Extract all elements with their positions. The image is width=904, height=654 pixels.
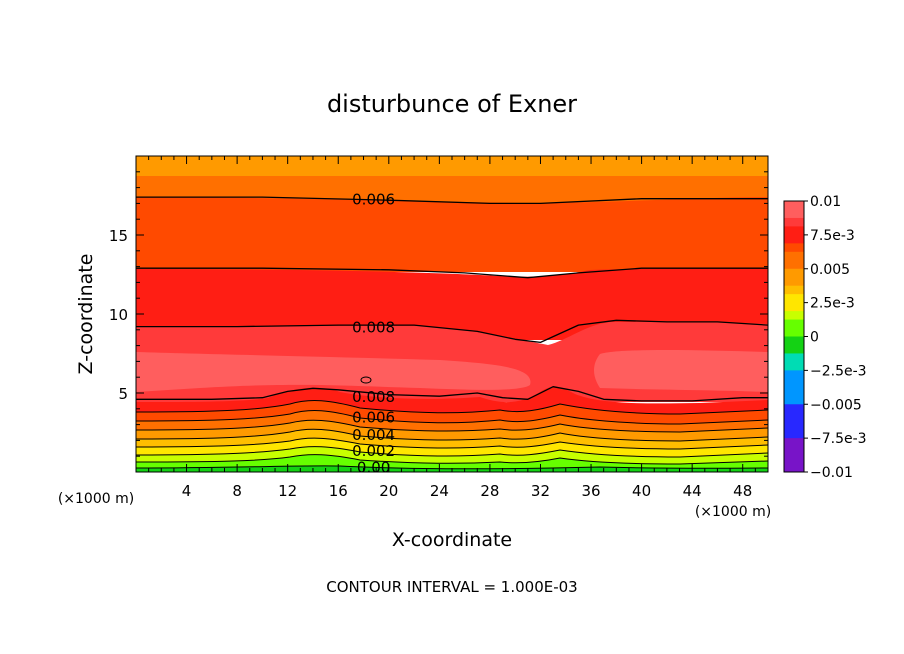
- contour-line-0: [136, 196, 768, 205]
- colorbar-swatch: [784, 421, 804, 431]
- x-tick-label: 28: [480, 482, 499, 500]
- contour-label: 0.004: [352, 426, 395, 444]
- band-0006: [136, 197, 768, 272]
- contour-label: 0.006: [352, 191, 395, 209]
- x-axis: 4 8 12 16 20 24 28 32 36 40 44 48: [148, 156, 756, 500]
- contour-label: 0.008: [352, 319, 395, 337]
- x-tick-label: 20: [379, 482, 398, 500]
- colorbar-tick-label: 0.005: [810, 262, 850, 278]
- contour-label: 0.002: [352, 442, 395, 460]
- small-closed-contour: [360, 376, 372, 384]
- x-tick-label: 44: [683, 482, 702, 500]
- x-tick-label: 4: [182, 482, 192, 500]
- colorbar-swatch: [784, 217, 804, 227]
- x-tick-label: 48: [733, 482, 752, 500]
- colorbar-swatch: [784, 311, 804, 321]
- x-tick-label: 36: [581, 482, 600, 500]
- y-tick-label: 5: [118, 385, 128, 403]
- band-top: [136, 156, 768, 176]
- contour-label: 0.008: [352, 388, 395, 406]
- colorbar-swatch: [784, 336, 804, 346]
- x-tick-label: 40: [632, 482, 651, 500]
- colorbar-swatch: [784, 294, 804, 304]
- y-tick-label: 15: [109, 227, 128, 245]
- x-tick-label: 12: [278, 482, 297, 500]
- colorbar-swatch: [784, 209, 804, 219]
- minor-isolines: [136, 376, 768, 470]
- contour-interval-note: CONTOUR INTERVAL = 1.000E-03: [326, 578, 577, 596]
- colorbar-swatch: [784, 378, 804, 388]
- colorbar-tick-label: −0.01: [810, 465, 853, 481]
- colorbar-tick-label: 0: [810, 330, 819, 346]
- colorbar-swatch: [784, 226, 804, 236]
- colorbar-swatch: [784, 455, 804, 465]
- colorbar-tick-label: −7.5e-3: [810, 431, 867, 447]
- colorbar-tick-label: 2.5e-3: [810, 296, 855, 312]
- colorbar-swatch: [784, 446, 804, 456]
- contour-label: 0.00: [357, 458, 390, 476]
- y-axis-label: Z-coordinate: [75, 254, 97, 375]
- colorbar-swatch: [784, 429, 804, 439]
- colorbar-swatch: [784, 395, 804, 405]
- contour-line-3: [136, 386, 768, 402]
- colorbar-swatch: [784, 268, 804, 278]
- contour-lines: [136, 196, 768, 402]
- colorbar-swatch: [784, 260, 804, 270]
- colorbar-swatch: [784, 438, 804, 448]
- colorbar-tick-label: 0.01: [810, 194, 841, 210]
- x-unit-label-right: (×1000 m): [695, 504, 771, 520]
- colorbar: 0.01 7.5e-3 0.005 2.5e-3 0 −2.5e-3 −0.005 −7.5e…: [783, 194, 867, 481]
- colorbar-swatch: [784, 243, 804, 253]
- colorbar-swatch: [784, 328, 804, 337]
- y-tick-label: 10: [109, 306, 128, 324]
- colorbar-swatch: [784, 277, 804, 287]
- colorbar-swatch: [784, 353, 804, 363]
- contour-label: 0.006: [352, 409, 395, 427]
- colorbar-swatch: [784, 361, 804, 371]
- x-unit-label-left: (×1000 m): [58, 491, 134, 507]
- x-tick-label: 32: [531, 482, 550, 500]
- contour-line-1: [136, 267, 768, 279]
- x-tick-label: 24: [430, 482, 449, 500]
- pocket-left: [136, 352, 531, 392]
- colorbar-swatch: [784, 234, 804, 244]
- colorbar-swatch: [784, 387, 804, 397]
- colorbar-swatch: [784, 285, 804, 295]
- colorbar-swatch: [784, 302, 804, 312]
- x-tick-label: 8: [232, 482, 242, 500]
- pocket-right: [594, 350, 768, 392]
- colorbar-tick-label: −0.005: [810, 397, 862, 413]
- colorbar-tick-label: −2.5e-3: [810, 363, 867, 379]
- colorbar-swatch: [784, 370, 804, 380]
- x-axis-label: X-coordinate: [392, 529, 512, 551]
- colorbar-swatch: [784, 251, 804, 261]
- colorbar-tick-label: 7.5e-3: [810, 228, 855, 244]
- colorbar-swatch: [784, 404, 804, 414]
- y-axis: 5 10 15: [109, 171, 768, 457]
- chart-title: disturbunce of Exner: [327, 90, 577, 118]
- x-tick-label: 16: [329, 482, 348, 500]
- colorbar-swatch: [784, 344, 804, 354]
- colorbar-swatch: [784, 201, 804, 210]
- colorbar-swatch: [784, 463, 804, 473]
- colorbar-swatch: [784, 412, 804, 422]
- contour-line-2: [136, 319, 768, 344]
- colorbar-swatch: [784, 319, 804, 329]
